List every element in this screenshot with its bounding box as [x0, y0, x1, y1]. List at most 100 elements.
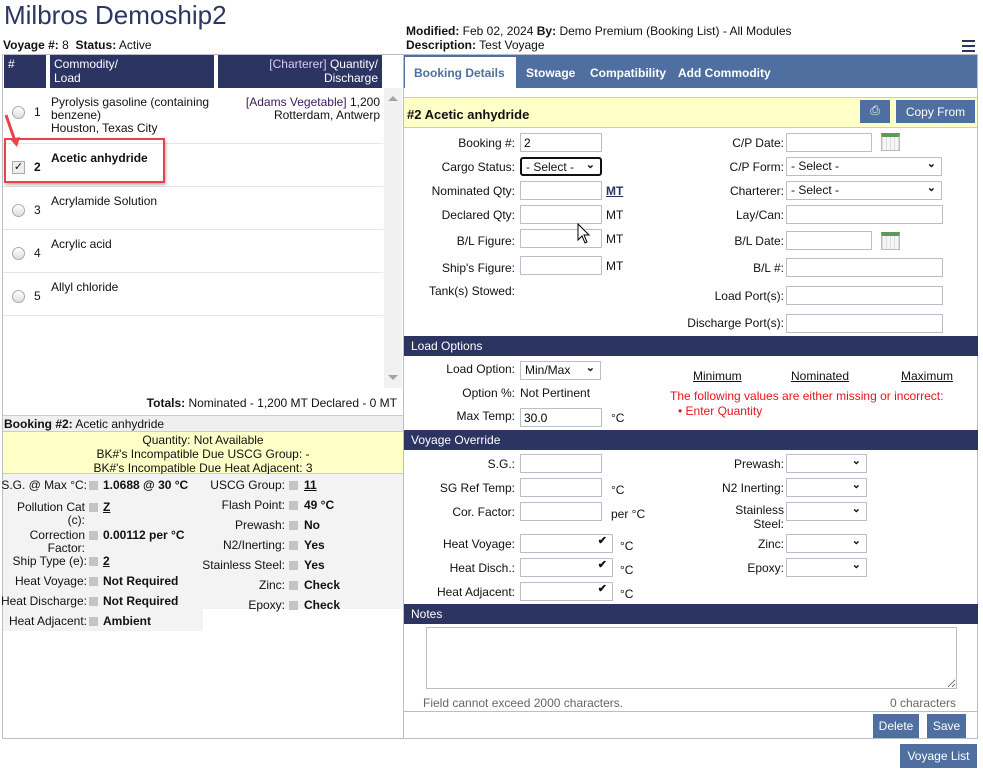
validation-error: The following values are either missing …	[670, 389, 944, 403]
prop-value: Yes	[304, 558, 325, 572]
info-square-icon	[289, 561, 298, 570]
col-commodity: Commodity/Load	[50, 55, 214, 88]
maximum-link[interactable]: Maximum	[901, 369, 954, 383]
sg-input[interactable]	[520, 454, 602, 473]
prop-value[interactable]: 2	[103, 554, 110, 568]
prop-value: 49 °C	[304, 498, 335, 512]
heat_adj-combo[interactable]: ✔	[520, 582, 613, 601]
scroll-down-icon[interactable]	[388, 375, 398, 380]
cor-input[interactable]	[520, 502, 602, 521]
detail-heading: #2 Acetic anhydride	[407, 107, 530, 122]
nominated-link[interactable]: Nominated	[791, 369, 850, 383]
booking-details-panel: Booking Details Stowage Compatibility Ad…	[403, 54, 978, 739]
heat_voyage-combo[interactable]: ✔	[520, 534, 613, 553]
heat_disch-combo[interactable]: ✔	[520, 558, 613, 577]
ships-figure-input[interactable]	[520, 256, 602, 275]
info-square-icon	[89, 481, 98, 490]
minimum-link[interactable]: Minimum	[693, 369, 742, 383]
notes-textarea[interactable]	[426, 627, 957, 689]
list-scrollbar[interactable]	[384, 88, 402, 388]
print-icon[interactable]: ⎙	[860, 100, 890, 123]
n2-select[interactable]: ⌄	[786, 478, 867, 497]
cargo-status-select[interactable]: - Select - ⌄	[520, 157, 602, 176]
copy-from-button[interactable]: Copy From	[896, 100, 975, 123]
list-item[interactable]: 1 Pyrolysis gasoline (containing benzene…	[3, 89, 383, 144]
cp-form-select[interactable]: - Select - ⌄	[786, 157, 942, 176]
prop-value: 0.00112 per °C	[103, 528, 185, 542]
validation-error-item: • Enter Quantity	[678, 404, 763, 418]
bl-date-input[interactable]	[786, 231, 872, 250]
delete-button[interactable]: Delete	[873, 714, 919, 738]
tab-add-commodity[interactable]: Add Commodity	[678, 66, 771, 80]
prop-value: Check	[304, 578, 341, 592]
calendar-icon[interactable]	[881, 232, 900, 250]
notes-header: Notes	[404, 604, 978, 624]
save-button[interactable]: Save	[927, 714, 966, 738]
discharge-ports-input[interactable]	[786, 314, 943, 333]
stainless-select[interactable]: ⌄	[786, 502, 867, 521]
row-radio[interactable]	[12, 247, 25, 260]
bl-num-input[interactable]	[786, 258, 943, 277]
prewash-select[interactable]: ⌄	[786, 454, 867, 473]
voyage-list-button[interactable]: Voyage List	[900, 744, 977, 768]
zinc-select[interactable]: ⌄	[786, 534, 867, 553]
row-radio[interactable]	[12, 290, 25, 303]
col-num: #	[4, 55, 46, 88]
notes-hint: Field cannot exceed 2000 characters.	[423, 696, 624, 710]
prop-value: Ambient	[103, 614, 151, 628]
prop-value: No	[304, 518, 320, 532]
declared-qty-input[interactable]	[520, 205, 602, 224]
load-options-header: Load Options	[404, 336, 978, 356]
info-square-icon	[289, 581, 298, 590]
nominated-qty-input[interactable]	[520, 181, 602, 200]
highlight-box	[4, 138, 165, 183]
hamburger-menu-icon[interactable]	[962, 40, 975, 52]
prop-value: Yes	[304, 538, 325, 552]
tab-booking-details[interactable]: Booking Details	[405, 57, 516, 88]
description-info: Description: Test Voyage	[406, 38, 545, 52]
info-square-icon	[89, 617, 98, 626]
row-radio[interactable]	[12, 204, 25, 217]
row-checked-icon[interactable]: ✓	[12, 161, 25, 174]
annotation-arrow-icon	[4, 114, 20, 147]
cp-date-input[interactable]	[786, 133, 872, 152]
epoxy-select[interactable]: ⌄	[786, 558, 867, 577]
booking-num-input[interactable]	[520, 133, 602, 152]
mouse-cursor-icon	[577, 223, 591, 244]
booking-notice: Quantity: Not Available BK#'s Incompatibl…	[3, 431, 403, 475]
load-option-select[interactable]: Min/Max ⌄	[520, 361, 601, 380]
page-title: Milbros Demoship2	[4, 0, 227, 30]
scroll-up-icon[interactable]	[388, 96, 398, 101]
tab-stowage[interactable]: Stowage	[526, 66, 576, 80]
calendar-icon[interactable]	[881, 133, 900, 151]
list-item[interactable]: ✓ 2 Acetic anhydride	[3, 144, 383, 187]
charterer-select[interactable]: - Select - ⌄	[786, 181, 942, 200]
modified-info: Modified: Feb 02, 2024 By: Demo Premium …	[406, 24, 792, 38]
prop-value: Not Required	[103, 574, 179, 588]
list-item[interactable]: 3 Acrylamide Solution	[3, 187, 383, 230]
info-square-icon	[89, 557, 98, 566]
prop-value: Not Required	[103, 594, 179, 608]
mt-link[interactable]: MT	[606, 184, 624, 198]
max-temp-input[interactable]	[520, 408, 602, 427]
totals: Totals: Nominated - 1,200 MT Declared - …	[146, 396, 397, 410]
voyage-info: Voyage #: 8 Status: Active	[3, 38, 152, 52]
load-ports-input[interactable]	[786, 286, 943, 305]
col-charterer: [Charterer] Quantity/Discharge	[218, 55, 382, 88]
info-square-icon	[289, 601, 298, 610]
info-square-icon	[89, 577, 98, 586]
prop-value[interactable]: Z	[103, 500, 111, 514]
laycan-input[interactable]	[786, 205, 943, 224]
row-radio[interactable]	[12, 106, 25, 119]
info-square-icon	[289, 541, 298, 550]
info-square-icon	[289, 481, 298, 490]
prop-value[interactable]: 11	[304, 478, 317, 492]
info-square-icon	[89, 597, 98, 606]
detail-header: #2 Acetic anhydride ⎙ Copy From	[404, 97, 977, 128]
info-square-icon	[89, 531, 98, 540]
sg_ref-input[interactable]	[520, 478, 602, 497]
list-item[interactable]: 5 Allyl chloride	[3, 273, 383, 316]
list-item[interactable]: 4 Acrylic acid	[3, 230, 383, 273]
prop-value: 1.0688 @ 30 °C	[103, 478, 189, 492]
tab-compatibility[interactable]: Compatibility	[590, 66, 667, 80]
